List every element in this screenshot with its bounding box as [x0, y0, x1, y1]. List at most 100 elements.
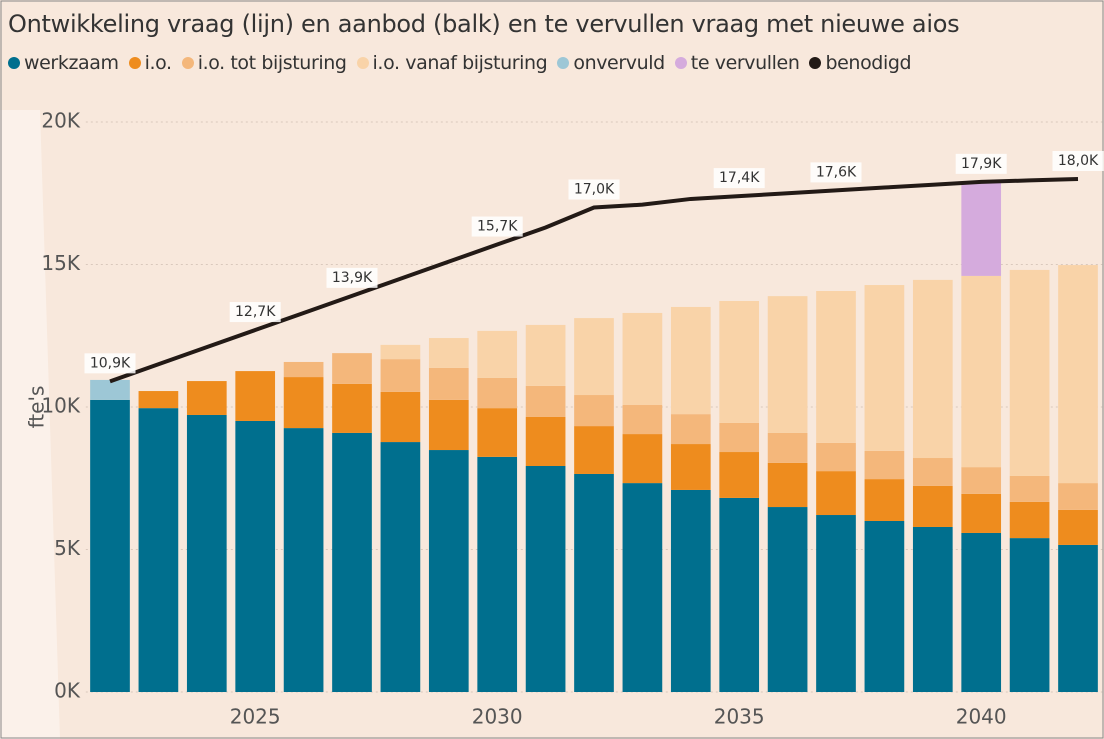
chart-title: Ontwikkeling vraag (lijn) en aanbod (bal…: [8, 10, 960, 38]
bar-segment: [816, 515, 856, 692]
bar-segment: [235, 371, 276, 421]
bar-segment: [525, 416, 566, 466]
bar-segment: [525, 385, 566, 417]
bar-segment: [961, 532, 1002, 692]
bar-segment: [428, 367, 469, 400]
legend-marker: [128, 57, 141, 69]
bar-segment: [622, 312, 663, 406]
bar-segment: [332, 353, 372, 384]
bar-segment: [477, 330, 518, 378]
legend-label: te vervullen: [690, 52, 800, 74]
legend-label: i.o. vanaf bijsturing: [372, 52, 548, 74]
value-label: 17,9K: [961, 156, 1002, 172]
bar-segment: [864, 450, 905, 480]
bar-segment: [864, 479, 905, 521]
legend-marker: [674, 57, 687, 69]
legend-marker: [181, 57, 194, 69]
bar-segment: [332, 432, 372, 692]
value-label: 13,9K: [332, 270, 373, 286]
value-label: 17,4K: [719, 170, 760, 186]
legend-item: i.o.: [128, 52, 172, 74]
bar-segment: [1058, 509, 1098, 545]
y-axis-label: fte's: [25, 386, 49, 429]
bar-segment: [670, 444, 711, 490]
y-tick-label: 15K: [41, 251, 80, 275]
value-label: 12,7K: [235, 304, 276, 320]
bar-segment: [912, 279, 953, 459]
legend-label: i.o.: [144, 52, 172, 74]
bar-segment: [283, 361, 324, 378]
legend-marker: [809, 57, 822, 69]
x-tick-label: 2030: [472, 705, 523, 729]
y-tick-label: 20K: [41, 109, 80, 133]
legend-label: i.o. tot bijsturing: [197, 52, 347, 74]
bar-segment: [428, 338, 469, 368]
bar-segment: [912, 458, 953, 486]
bar-segment: [961, 467, 1002, 494]
bar-segment: [332, 383, 372, 433]
bar-segment: [719, 300, 760, 423]
value-label: 18,0K: [1058, 153, 1099, 169]
x-tick-label: 2035: [714, 705, 765, 729]
value-label-bg: [1052, 151, 1104, 171]
bar-segment: [477, 377, 518, 409]
bar-segment: [816, 442, 856, 472]
value-label: 17,0K: [574, 182, 615, 198]
legend-item: i.o. tot bijsturing: [181, 52, 347, 74]
bar-segment: [622, 483, 663, 692]
bar-segment: [574, 426, 614, 474]
bar-segment: [719, 497, 760, 692]
legend-label: onvervuld: [573, 52, 665, 74]
value-label: 10,9K: [90, 355, 131, 371]
value-label-bg: [229, 302, 281, 323]
bar-segment: [525, 324, 566, 386]
bar-segment: [235, 420, 276, 692]
bar-segment: [477, 408, 518, 457]
legend-item: benodigd: [809, 52, 912, 74]
legend-marker: [557, 57, 570, 69]
bar-segment: [1058, 544, 1098, 692]
background-shape: [0, 110, 60, 739]
bar-segment: [961, 275, 1002, 468]
y-tick-label: 5K: [54, 536, 81, 560]
value-label-bg: [955, 153, 1007, 174]
value-label-bg: [84, 353, 136, 374]
bar-segment: [525, 465, 566, 692]
bar-segment: [574, 395, 614, 427]
bar-segment: [816, 471, 856, 516]
bar-segment: [186, 381, 227, 415]
value-label: 15,7K: [477, 219, 518, 235]
bar-segment: [138, 391, 179, 409]
x-tick-label: 2025: [230, 705, 281, 729]
bar-segment: [670, 306, 711, 415]
bar-segment: [767, 507, 808, 692]
bar-segment: [186, 414, 227, 692]
value-label-bg: [568, 179, 620, 200]
bar-segment: [670, 489, 711, 692]
bar-segment: [912, 485, 953, 527]
y-tick-label: 10K: [41, 394, 80, 418]
bar-segment: [767, 462, 808, 508]
value-label-bg: [326, 267, 378, 288]
bar-segment: [90, 379, 130, 400]
bar-segment: [428, 399, 469, 451]
bar-segment: [864, 285, 905, 451]
legend: werkzaam i.o. i.o. tot bijsturing i.o. vana…: [8, 52, 912, 74]
bar-segment: [1058, 483, 1098, 510]
bar-segment: [767, 296, 808, 433]
bar-segment: [719, 452, 760, 498]
bar-segment: [428, 450, 469, 692]
bar-segment: [574, 473, 614, 692]
bar-segment: [477, 456, 518, 692]
value-label-bg: [471, 216, 523, 237]
legend-label: werkzaam: [24, 52, 119, 74]
bar-segment: [961, 181, 1002, 276]
bar-segment: [380, 391, 421, 443]
bar-segment: [380, 442, 421, 692]
legend-marker: [8, 57, 20, 69]
bar-segment: [283, 377, 324, 429]
bar-segment: [380, 344, 421, 360]
